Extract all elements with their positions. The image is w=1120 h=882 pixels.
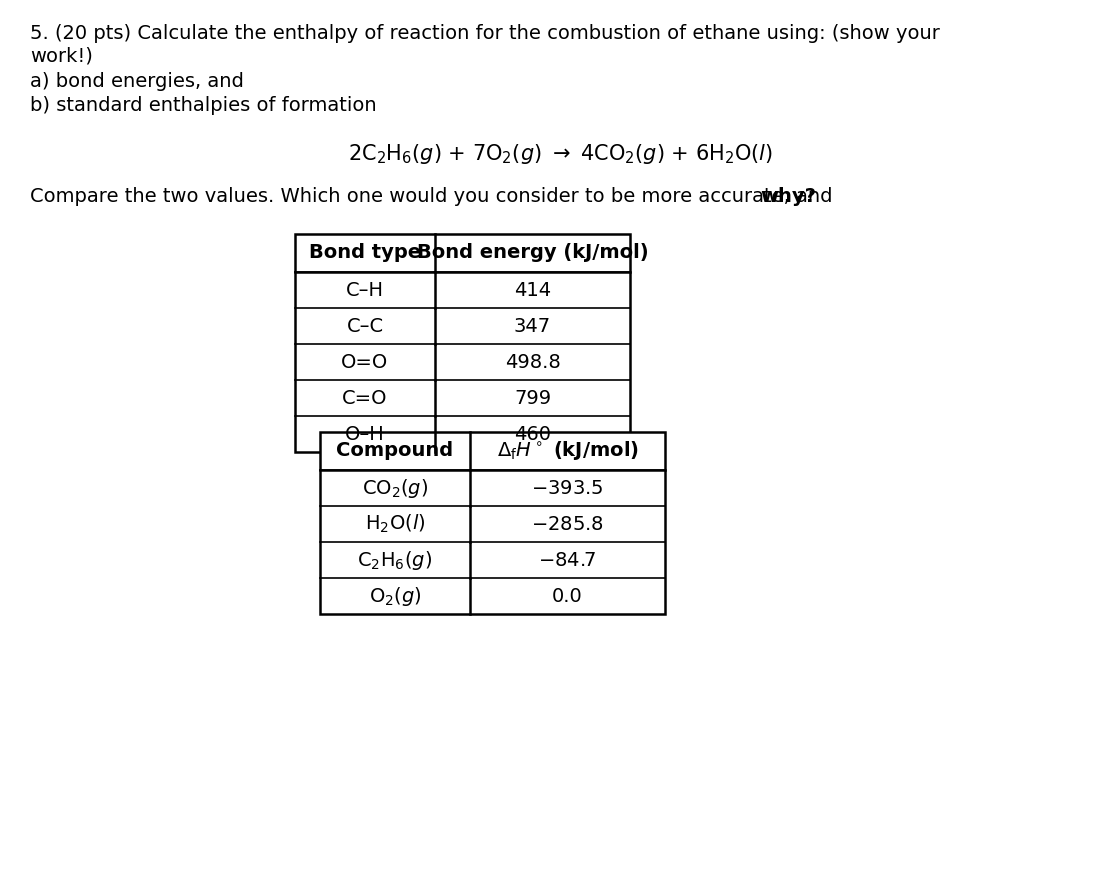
Text: O$_2$($g$): O$_2$($g$) — [368, 585, 421, 608]
Text: C=O: C=O — [343, 388, 388, 407]
Text: $\Delta_{\mathrm{f}}H^\circ$ (kJ/mol): $\Delta_{\mathrm{f}}H^\circ$ (kJ/mol) — [496, 439, 638, 462]
Text: C–C: C–C — [346, 317, 383, 335]
Text: work!): work!) — [30, 47, 93, 66]
Text: C$_2$H$_6$($g$): C$_2$H$_6$($g$) — [357, 549, 432, 572]
Bar — [295, 234, 629, 452]
Text: C–H: C–H — [346, 280, 384, 300]
Text: O–H: O–H — [345, 424, 385, 444]
Text: Bond energy (kJ/mol): Bond energy (kJ/mol) — [417, 243, 648, 263]
Text: 799: 799 — [514, 388, 551, 407]
Text: Bond type: Bond type — [309, 243, 421, 263]
Text: why?: why? — [760, 187, 816, 206]
Text: O=O: O=O — [342, 353, 389, 371]
Text: a) bond energies, and: a) bond energies, and — [30, 72, 244, 91]
Text: CO$_2$($g$): CO$_2$($g$) — [362, 476, 428, 499]
Text: $-$285.8: $-$285.8 — [531, 514, 604, 534]
Text: H$_2$O($\it{l}$): H$_2$O($\it{l}$) — [365, 512, 426, 535]
Text: 460: 460 — [514, 424, 551, 444]
Text: $-$393.5: $-$393.5 — [531, 479, 604, 497]
Text: 414: 414 — [514, 280, 551, 300]
Text: 5. (20 pts) Calculate the enthalpy of reaction for the combustion of ethane usin: 5. (20 pts) Calculate the enthalpy of re… — [30, 24, 940, 43]
Text: 347: 347 — [514, 317, 551, 335]
Text: $-$84.7: $-$84.7 — [539, 550, 597, 570]
Bar — [320, 432, 665, 614]
Text: Compound: Compound — [336, 442, 454, 460]
Text: Compare the two values. Which one would you consider to be more accurate, and: Compare the two values. Which one would … — [30, 187, 839, 206]
Text: 0.0: 0.0 — [552, 587, 582, 606]
Text: b) standard enthalpies of formation: b) standard enthalpies of formation — [30, 96, 376, 115]
Text: 2C$_2$H$_6$($g$) + 7O$_2$($g$) $\rightarrow$ 4CO$_2$($g$) + 6H$_2$O($\it{l}$): 2C$_2$H$_6$($g$) + 7O$_2$($g$) $\rightar… — [347, 142, 773, 166]
Text: 498.8: 498.8 — [505, 353, 560, 371]
